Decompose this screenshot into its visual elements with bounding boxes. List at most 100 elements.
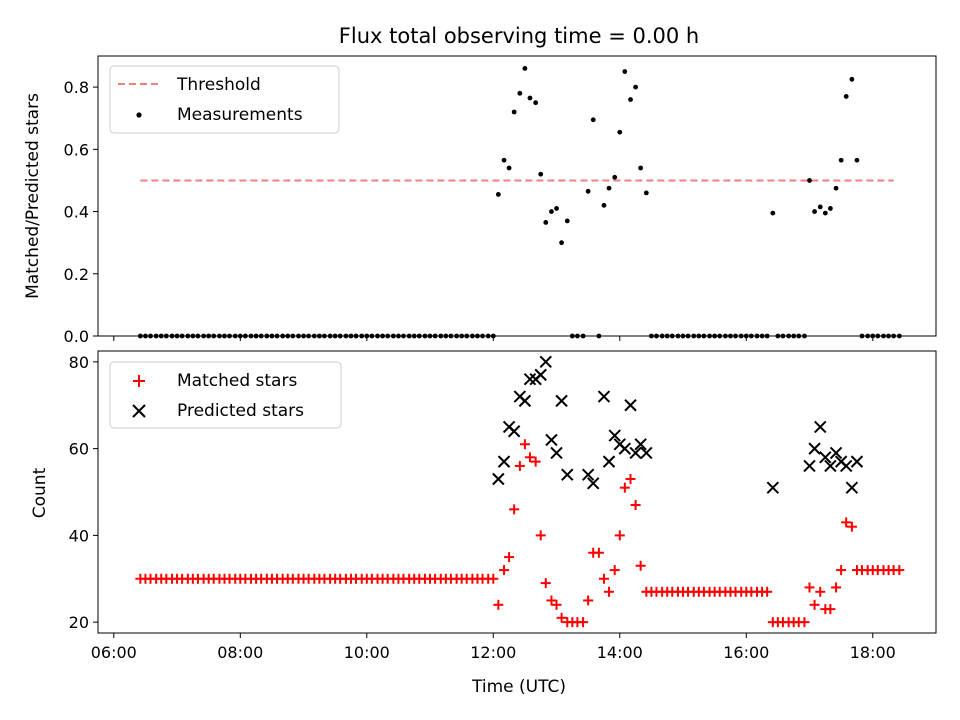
predicted-star-point <box>824 459 837 473</box>
predicted-star-point <box>518 394 532 408</box>
bottom-x-axis-label: Time (UTC) <box>471 677 566 697</box>
predicted-star-point <box>803 459 816 473</box>
bottom-y-axis-label: Count <box>30 467 50 518</box>
matched-star-point <box>540 578 551 589</box>
predicted-star-point <box>561 468 574 481</box>
measurement-point <box>533 100 539 106</box>
y-tick-label: 0.0 <box>64 327 89 346</box>
y-tick-label: 20 <box>69 613 89 632</box>
top-axes-frame <box>97 55 937 337</box>
predicted-star-point <box>608 429 621 442</box>
matched-star-point <box>530 456 541 467</box>
measurement-point <box>585 188 591 194</box>
measurement-point <box>522 66 528 71</box>
matched-star-point <box>815 586 826 597</box>
x-tick-label: 12:00 <box>470 643 516 662</box>
matched-star-point <box>493 599 504 610</box>
x-tick-label: 16:00 <box>723 643 769 662</box>
matched-star-point <box>630 500 641 511</box>
matched-star-point <box>614 530 625 541</box>
measurement-point <box>543 220 549 225</box>
matched-star-point <box>825 604 836 615</box>
matched-star-point <box>619 482 630 493</box>
predicted-star-point <box>497 455 511 468</box>
x-tick-label: 14:00 <box>597 643 643 662</box>
predicted-star-point <box>602 455 616 468</box>
x-tick-label: 10:00 <box>344 643 390 662</box>
measurement-point <box>622 69 628 74</box>
predicted-star-point <box>766 481 780 494</box>
bottom-x-ticks: 06:00 08:00 10:00 12:00 14:00 16:00 18:00 <box>91 633 896 662</box>
matched-star-point <box>509 504 520 515</box>
top-legend-box <box>109 65 340 134</box>
matched-star-point <box>762 586 773 597</box>
measurement-point <box>549 209 554 214</box>
measurement-point <box>506 165 512 171</box>
measurement-point <box>633 84 638 90</box>
matched-star-point <box>609 565 620 576</box>
bottom-y-ticks: 20 40 60 80 <box>69 353 98 632</box>
matched-star-point <box>556 612 567 623</box>
predicted-star-point <box>555 394 568 408</box>
x-tick-label: 06:00 <box>91 643 137 662</box>
predicted-star-point <box>545 433 558 447</box>
x-tick-label: 08:00 <box>217 643 263 662</box>
matched-star-point <box>894 565 905 576</box>
matched-star-point <box>799 617 810 628</box>
y-tick-label: 60 <box>69 440 89 459</box>
measurement-point <box>838 157 844 163</box>
predicted-star-point <box>581 468 595 481</box>
predicted-star-point <box>492 472 505 486</box>
measurement-point <box>843 94 849 99</box>
predicted-star-point <box>819 451 832 464</box>
predicted-star-point <box>629 446 642 460</box>
measurement-point <box>554 206 559 211</box>
predicted-star-point <box>839 459 853 473</box>
measurement-point <box>628 97 633 102</box>
predicted-stars-points <box>492 355 864 494</box>
predicted-star-point <box>624 399 637 412</box>
matched-star-point <box>841 517 852 528</box>
bottom-axes-frame <box>97 350 937 634</box>
matched-star-point <box>598 573 609 584</box>
measurement-point <box>849 76 855 82</box>
matched-star-point <box>519 439 530 450</box>
measurement-point <box>590 117 596 123</box>
matched-star-point <box>551 599 562 610</box>
matched-star-point <box>846 521 857 532</box>
measurement-point <box>511 109 517 115</box>
bottom-legend-box <box>109 361 342 429</box>
threshold-legend-label: Threshold <box>176 75 261 95</box>
measurement-point <box>527 95 533 101</box>
measurement-point <box>612 174 618 180</box>
predicted-star-point <box>634 438 647 451</box>
y-tick-label: 0.4 <box>64 203 89 222</box>
predicted-star-point <box>587 477 600 490</box>
measurement-point <box>517 90 523 96</box>
measurement-point <box>817 204 823 210</box>
measurement-point <box>807 178 812 183</box>
y-tick-label: 0.2 <box>64 265 89 284</box>
predicted-star-point <box>507 425 521 438</box>
matched-star-point <box>504 552 515 563</box>
predicted-star-point <box>829 446 843 460</box>
measurements-legend-swatch <box>136 112 142 118</box>
predicted-star-point <box>618 442 632 455</box>
measurement-point <box>854 157 860 163</box>
top-y-axis-label: Matched/Predicted stars <box>23 93 43 299</box>
matched-star-point <box>578 617 589 628</box>
measurement-point <box>638 165 644 171</box>
predicted-star-point <box>539 355 552 369</box>
bottom-panel: Count Time (UTC) 20 40 60 80 06:00 08:00 10:0… <box>30 350 937 697</box>
matched-star-point <box>809 599 820 610</box>
measurement-point <box>501 157 507 163</box>
bottom-legend: Matched stars Predicted stars <box>109 361 342 429</box>
measurement-point <box>564 218 570 224</box>
measurement-point <box>770 210 776 216</box>
matched-star-point <box>836 565 847 576</box>
top-legend: Threshold Measurements <box>109 65 340 134</box>
y-tick-label: 0.6 <box>64 140 89 159</box>
matched-star-point <box>488 573 499 584</box>
predicted-star-point <box>640 446 653 460</box>
